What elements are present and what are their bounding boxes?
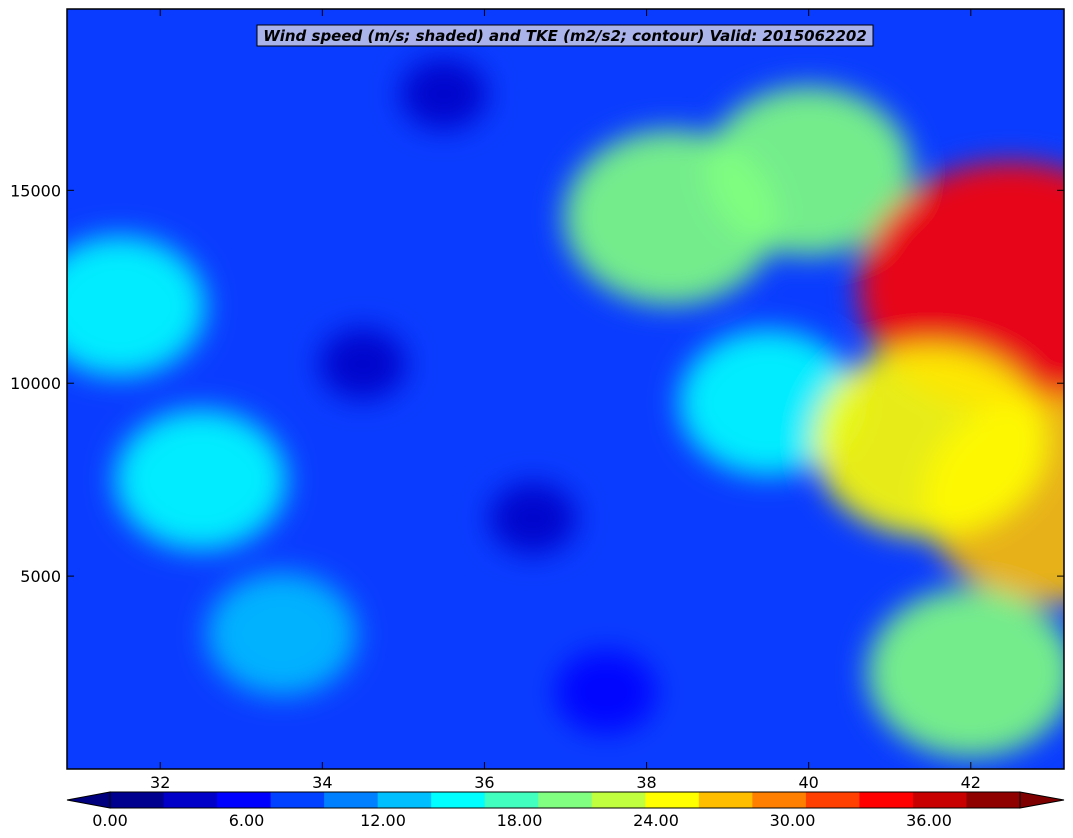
- title-box: [256, 24, 874, 47]
- y-axis: 5000 10000 15000: [10, 181, 1064, 586]
- field-region-4: [400, 58, 488, 130]
- colorbar-tick-label: 0.00: [92, 811, 128, 830]
- x-tick-label: 36: [474, 773, 494, 792]
- colorbar-tick-label: 18.00: [497, 811, 543, 830]
- field-blobs: [67, 58, 1064, 758]
- colorbar-tick-label: 36.00: [906, 811, 952, 830]
- x-tick-label: 34: [312, 773, 332, 792]
- colorbar-segment: [698, 792, 753, 808]
- colorbar-segment: [752, 792, 807, 808]
- colorbar-segment: [484, 792, 539, 808]
- colorbar-segment: [805, 792, 860, 808]
- field-region-1: [114, 409, 287, 550]
- y-tick-label: 10000: [10, 374, 61, 393]
- colorbar-tick-label: 12.00: [360, 811, 406, 830]
- x-tick-label: 42: [961, 773, 981, 792]
- x-tick-label: 38: [636, 773, 656, 792]
- colorbar-segment: [645, 792, 700, 808]
- field-region-0: [67, 235, 206, 377]
- colorbar-segment: [324, 792, 379, 808]
- field-region-3: [319, 328, 407, 400]
- colorbar: 0.00 6.00 12.00 18.00 24.00 30.00 36.00: [66, 791, 1065, 830]
- colorbar-extend-over: [1019, 791, 1065, 809]
- plot-frame: [66, 8, 1065, 770]
- chart-title: Wind speed (m/s; shaded) and TKE (m2/s2;…: [256, 24, 874, 47]
- field-region-9: [678, 329, 858, 476]
- x-tick-label: 40: [798, 773, 818, 792]
- field-region-12: [812, 344, 1048, 538]
- plot-area: 32 34 36 38 40 42 5000 10000 15000 Wind speed (…: [10, 8, 1065, 792]
- colorbar-segment: [859, 792, 914, 808]
- field-region-5: [489, 482, 577, 554]
- colorbar-segment: [217, 792, 272, 808]
- field-region-13: [867, 587, 1064, 758]
- x-axis: 32 34 36 38 40 42: [150, 9, 981, 792]
- contour-field: [67, 9, 1064, 769]
- field-region-8: [705, 86, 913, 256]
- colorbar-segment: [966, 792, 1021, 808]
- colorbar-tick-label: 30.00: [770, 811, 816, 830]
- title-text: Wind speed (m/s; shaded) and TKE (m2/s2;…: [263, 27, 867, 45]
- y-tick-label: 15000: [10, 181, 61, 200]
- colorbar-segment: [591, 792, 646, 808]
- colorbar-tick-label: 6.00: [229, 811, 265, 830]
- colorbar-ticks: 0.00 6.00 12.00 18.00 24.00 30.00 36.00: [92, 811, 952, 830]
- colorbar-segments: [66, 791, 1065, 809]
- field-region-6: [555, 650, 657, 734]
- colorbar-extend-under: [66, 791, 111, 809]
- y-tick-label: 5000: [20, 567, 61, 586]
- colorbar-segment: [163, 792, 218, 808]
- colorbar-segment: [377, 792, 432, 808]
- field-region-2: [206, 572, 358, 696]
- colorbar-tick-label: 24.00: [633, 811, 679, 830]
- colorbar-segment: [538, 792, 593, 808]
- colorbar-segment: [431, 792, 486, 808]
- x-tick-label: 32: [150, 773, 170, 792]
- colorbar-segment: [912, 792, 967, 808]
- colorbar-segment: [270, 792, 325, 808]
- colorbar-frame: [109, 791, 1021, 809]
- colorbar-segment: [110, 792, 165, 808]
